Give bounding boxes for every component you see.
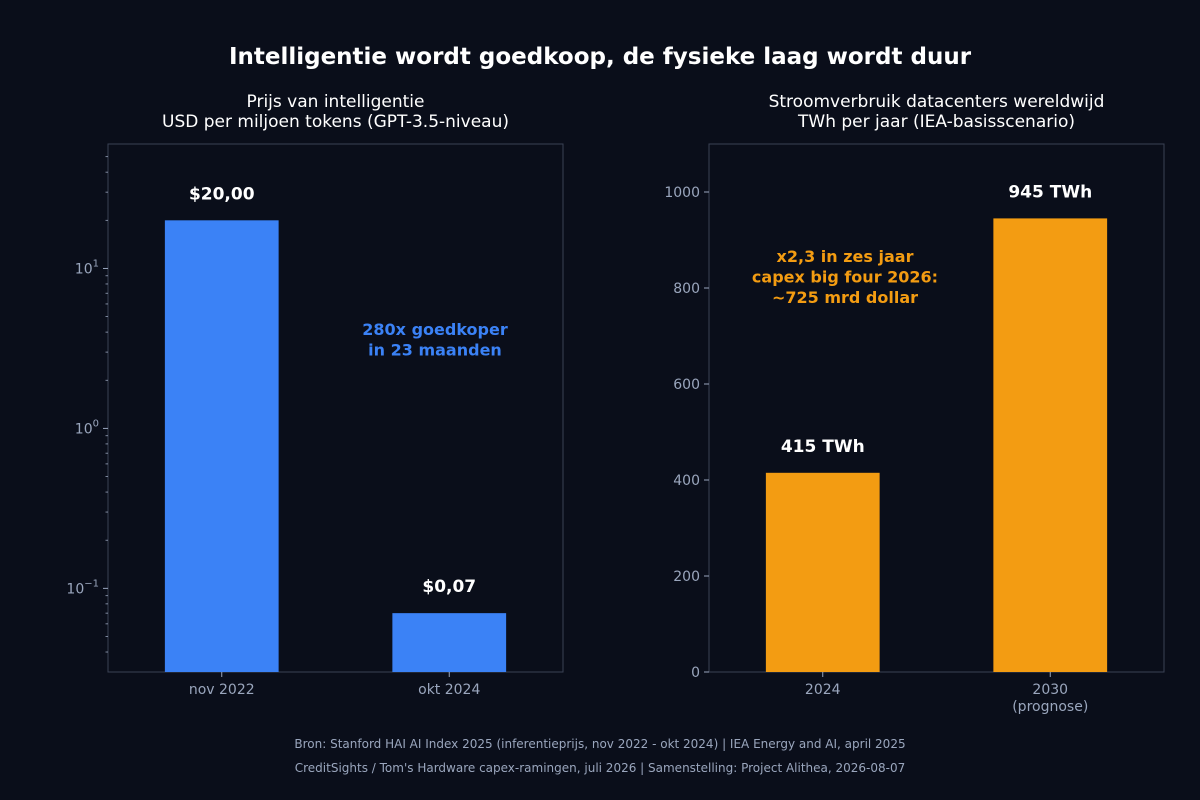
right-chart-title: Stroomverbruik datacenters wereldwijd TW… <box>709 92 1164 132</box>
bar-data-label: $20,00 <box>189 184 255 204</box>
y-tick-label: 600 <box>673 377 700 393</box>
y-tick-label: 0 <box>691 665 700 681</box>
plot-frame <box>107 143 564 673</box>
x-tick-label: (prognose) <box>1012 699 1088 715</box>
figure-title: Intelligentie wordt goedkoop, de fysieke… <box>228 44 972 70</box>
left-chart-title-line2: USD per miljoen tokens (GPT-3.5-niveau) <box>162 112 509 132</box>
right-chart-title-line1: Stroomverbruik datacenters wereldwijd <box>768 92 1105 112</box>
bar <box>765 472 880 672</box>
y-tick-label: 800 <box>673 281 700 297</box>
x-tick-label: nov 2022 <box>189 682 255 698</box>
bar-data-label: 945 TWh <box>1008 182 1092 202</box>
bar <box>392 613 507 672</box>
x-tick-label: 2030 <box>1032 682 1068 698</box>
annotation-text: in 23 maanden <box>368 341 502 360</box>
left-chart-title: Prijs van intelligentie USD per miljoen … <box>108 92 563 132</box>
source-line-1: Bron: Stanford HAI AI Index 2025 (infere… <box>294 737 906 751</box>
source-line-2: CreditSights / Tom's Hardware capex-rami… <box>294 761 906 775</box>
x-tick-label: 2024 <box>805 682 841 698</box>
y-tick-label: 1000 <box>664 185 700 201</box>
bar <box>993 218 1108 672</box>
bar-data-label: $0,07 <box>422 577 476 597</box>
annotation-text: capex big four 2026: <box>752 268 938 287</box>
annotation-text: x2,3 in zes jaar <box>777 247 914 266</box>
plot-frame <box>708 143 1165 673</box>
right-chart-title-line2: TWh per jaar (IEA-basisscenario) <box>798 112 1075 132</box>
y-tick-label: 200 <box>673 569 700 585</box>
y-tick-label: 400 <box>673 473 700 489</box>
left-chart-title-line1: Prijs van intelligentie <box>246 92 425 112</box>
annotation-text: ~725 mrd dollar <box>772 288 918 307</box>
annotation-text: 280x goedkoper <box>362 320 508 339</box>
bar-data-label: 415 TWh <box>781 437 865 457</box>
x-tick-label: okt 2024 <box>418 682 480 698</box>
bar <box>164 220 279 672</box>
